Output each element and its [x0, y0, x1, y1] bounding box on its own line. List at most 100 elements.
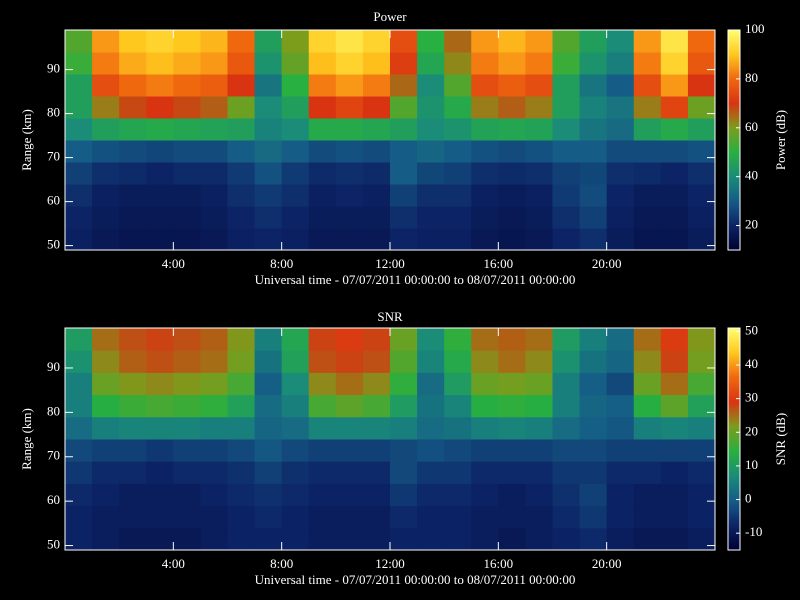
heatmap-cell — [92, 416, 120, 440]
heatmap-cell — [119, 96, 147, 119]
heatmap-cell — [417, 184, 445, 207]
heatmap-cell — [660, 461, 689, 484]
heatmap-cell — [308, 96, 337, 119]
heatmap-cell — [173, 461, 201, 484]
heatmap-cell — [146, 140, 174, 163]
heatmap-cell — [579, 439, 608, 462]
heatmap-cell — [146, 372, 174, 396]
heatmap-cell — [65, 74, 93, 97]
heatmap-cell — [254, 74, 283, 97]
heatmap-cell — [65, 52, 93, 75]
heatmap-cell — [146, 162, 174, 185]
heatmap-cell — [687, 527, 716, 551]
heatmap-cell — [417, 140, 445, 163]
heatmap-cell — [65, 118, 93, 141]
heatmap-cell — [417, 439, 445, 462]
heatmap-cell — [660, 74, 689, 97]
heatmap-cell — [444, 350, 472, 373]
heatmap-cell — [498, 527, 526, 551]
heatmap-cell — [498, 30, 526, 53]
heatmap-cell — [119, 184, 147, 207]
heatmap-cell — [200, 505, 228, 529]
heatmap-cell — [633, 505, 662, 529]
heatmap-cell — [362, 483, 391, 507]
heatmap-cell — [633, 350, 662, 373]
heatmap-cell — [281, 96, 310, 119]
heatmap-cell — [200, 184, 228, 207]
heatmap-cell — [335, 162, 364, 185]
heatmap-cell — [335, 350, 364, 373]
heatmap-cell — [579, 140, 608, 163]
heatmap-cell — [92, 394, 120, 418]
heatmap-cell — [281, 228, 310, 251]
heatmap-cell — [200, 328, 228, 351]
heatmap-cell — [471, 328, 499, 351]
heatmap-cell — [65, 527, 93, 551]
heatmap-cell — [390, 228, 418, 251]
heatmap-cell — [660, 206, 689, 229]
heatmap-cell — [335, 527, 364, 551]
heatmap-cell — [417, 350, 445, 373]
heatmap-cell — [471, 118, 499, 141]
x-axis-label: Universal time - 07/07/2011 00:00:00 to … — [255, 272, 576, 287]
heatmap-cell — [281, 74, 310, 97]
x-tick-label: 20:00 — [592, 556, 622, 571]
heatmap-cell — [525, 52, 553, 75]
heatmap-cell — [525, 394, 553, 418]
colorbar-tick-label: 30 — [745, 390, 758, 405]
heatmap-cell — [525, 184, 553, 207]
heatmap-cell — [552, 372, 581, 396]
heatmap-cell — [606, 96, 635, 119]
colorbar-tick-label: 50 — [745, 322, 758, 337]
heatmap-cell — [92, 206, 120, 229]
heatmap-cell — [390, 206, 418, 229]
heatmap-cell — [281, 162, 310, 185]
heatmap-cell — [471, 30, 499, 53]
colorbar-tick-label: -10 — [745, 524, 762, 539]
heatmap-cell — [173, 96, 201, 119]
heatmap-cell — [687, 162, 716, 185]
heatmap-cell — [579, 118, 608, 141]
heatmap-cell — [65, 416, 93, 440]
heatmap-cell — [173, 30, 201, 53]
heatmap-cell — [606, 30, 635, 53]
heatmap-cell — [65, 505, 93, 529]
heatmap-cell — [335, 184, 364, 207]
heatmap-cell — [65, 461, 93, 484]
heatmap-cell — [390, 505, 418, 529]
heatmap-cell — [281, 416, 310, 440]
heatmap-cell — [65, 228, 93, 251]
heatmap-cell — [579, 228, 608, 251]
heatmap-cell — [119, 416, 147, 440]
heatmap-cell — [660, 96, 689, 119]
heatmap-cell — [444, 118, 472, 141]
heatmap-cell — [254, 461, 283, 484]
heatmap-cell — [65, 162, 93, 185]
heatmap-cell — [362, 372, 391, 396]
heatmap-cell — [119, 162, 147, 185]
heatmap-cell — [633, 184, 662, 207]
heatmap-cell — [498, 206, 526, 229]
heatmap-cell — [200, 461, 228, 484]
heatmap-cell — [92, 228, 120, 251]
heatmap-cell — [227, 118, 256, 141]
heatmap-cell — [444, 140, 472, 163]
heatmap-cell — [660, 118, 689, 141]
heatmap-cell — [227, 162, 256, 185]
heatmap-cell — [227, 483, 256, 507]
heatmap-cell — [92, 140, 120, 163]
heatmap-cell — [146, 228, 174, 251]
colorbar-tick-label: 10 — [745, 457, 758, 472]
heatmap-cell — [660, 350, 689, 373]
heatmap-cell — [92, 96, 120, 119]
heatmap-cell — [525, 372, 553, 396]
heatmap-cell — [92, 118, 120, 141]
heatmap-cell — [308, 52, 337, 75]
heatmap-cell — [335, 96, 364, 119]
colorbar-label: SNR (dB) — [773, 413, 788, 465]
heatmap-cell — [119, 394, 147, 418]
heatmap-cell — [660, 416, 689, 440]
heatmap-cell — [687, 372, 716, 396]
heatmap-cell — [227, 461, 256, 484]
heatmap-cell — [173, 328, 201, 351]
